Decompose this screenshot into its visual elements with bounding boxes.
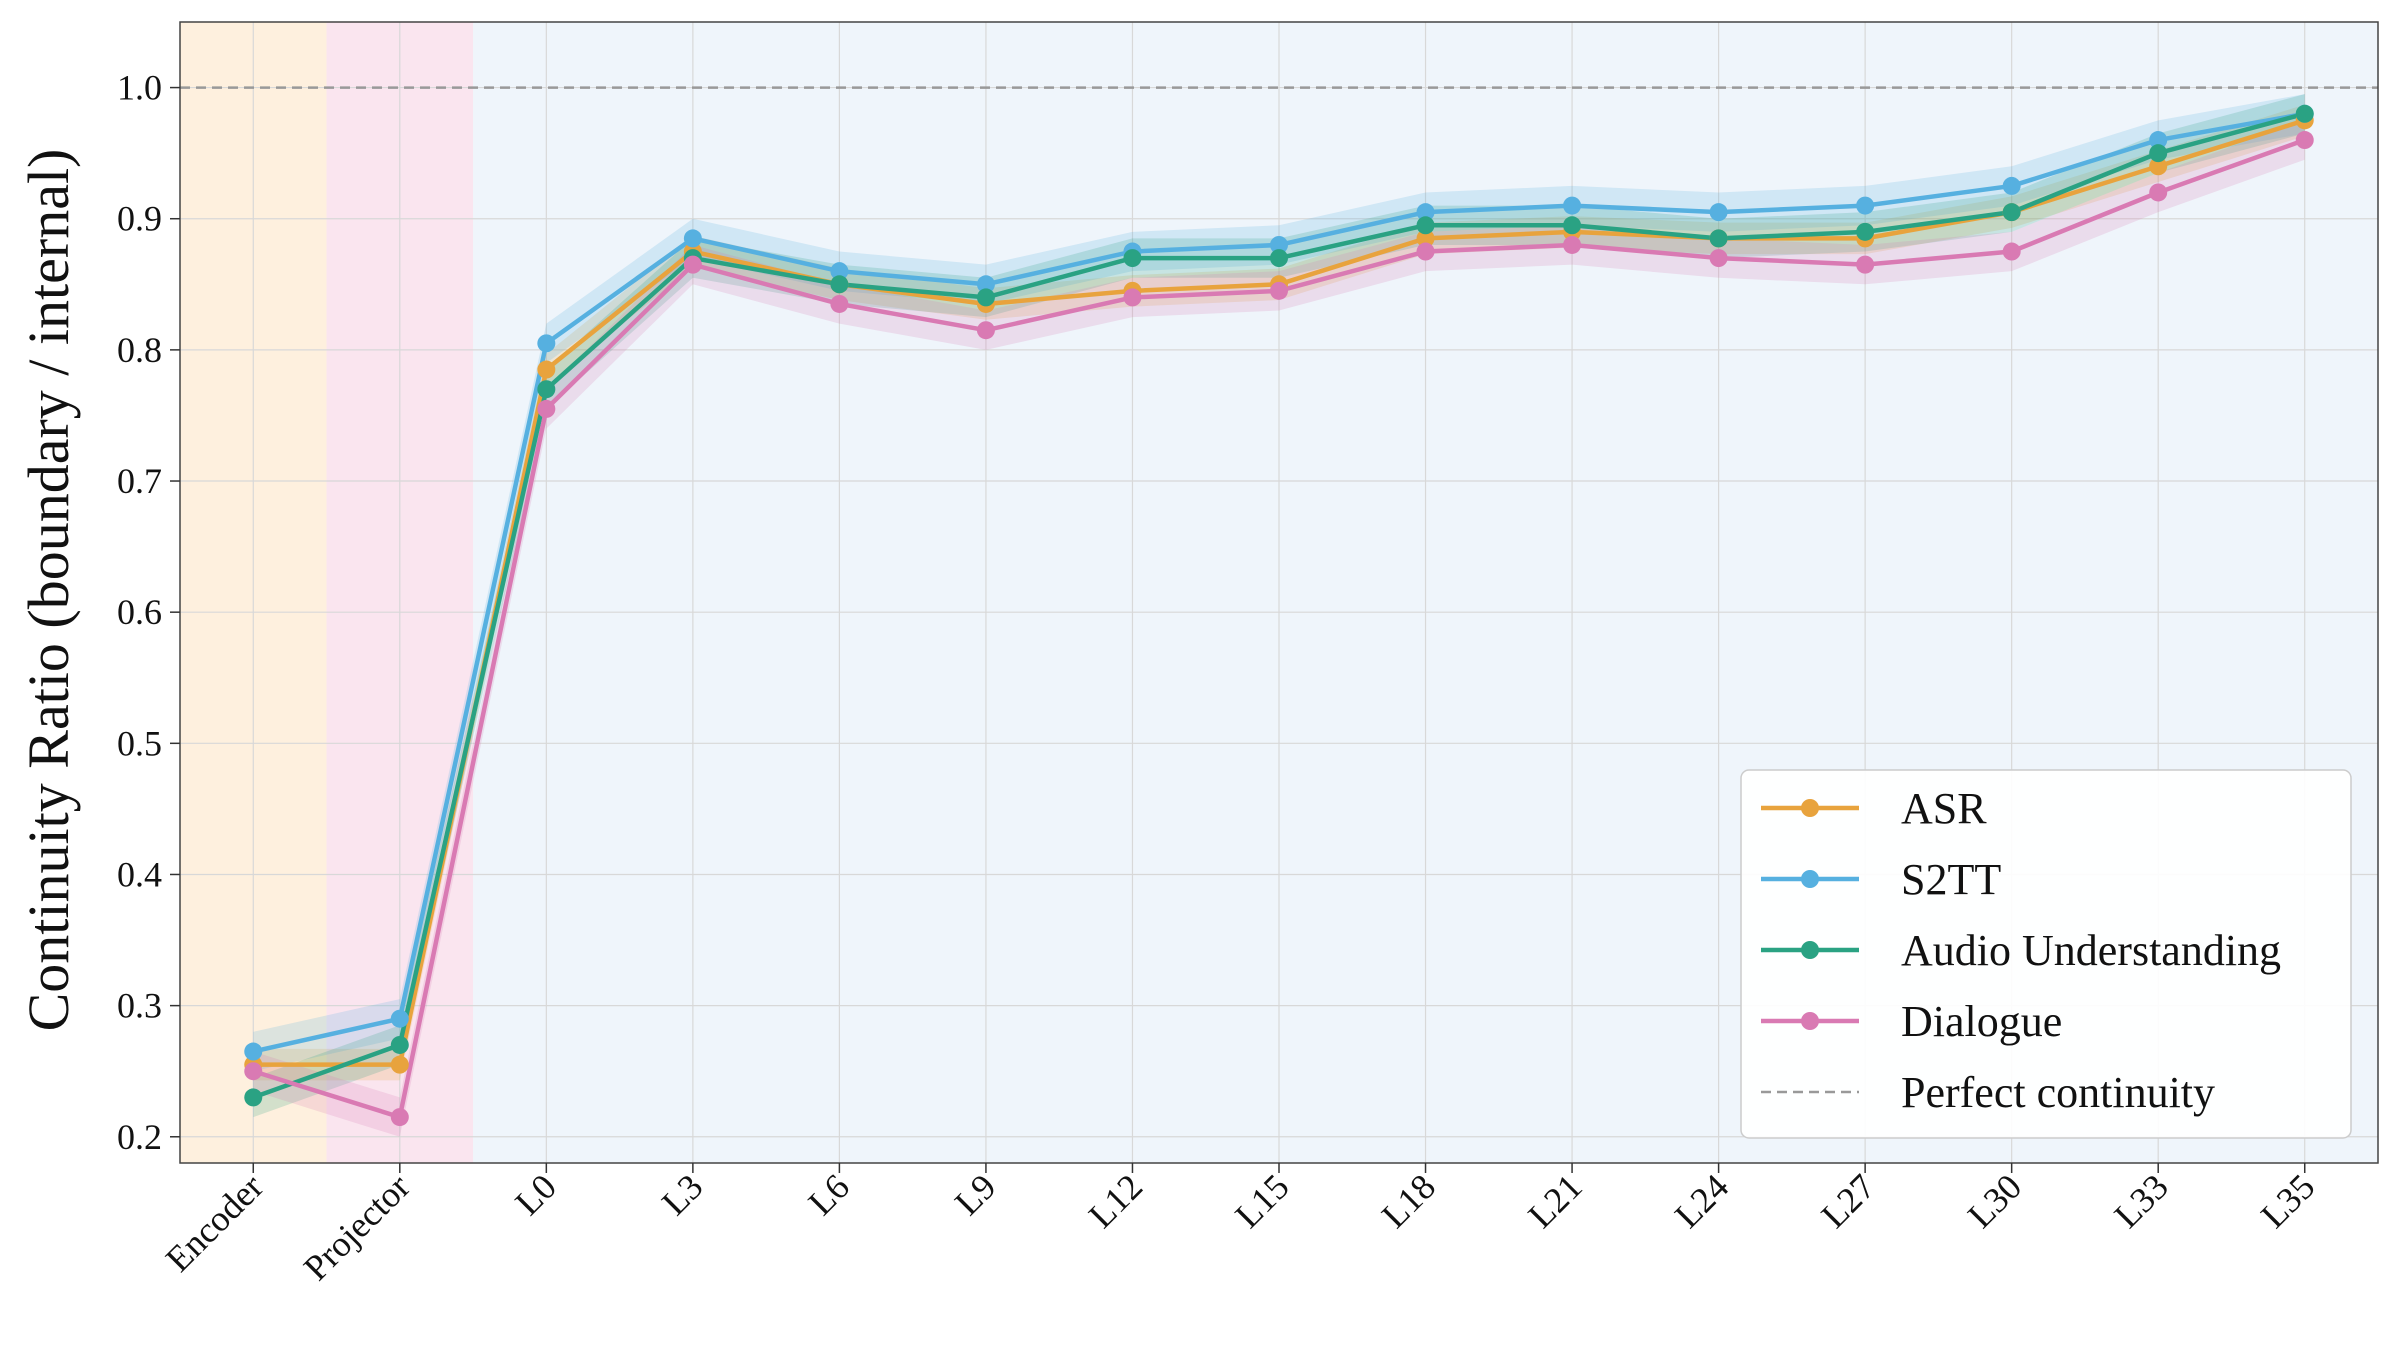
- y-tick-label: 0.6: [117, 592, 162, 632]
- legend-label-asr: ASR: [1901, 784, 1987, 833]
- data-point-dialogue-l6: [830, 294, 849, 313]
- y-tick-label: 0.3: [117, 986, 162, 1026]
- x-tick-label: L15: [1227, 1166, 1296, 1235]
- legend-marker-audio-understanding: [1801, 941, 1819, 959]
- data-point-audio-understanding-encoder: [244, 1088, 263, 1107]
- data-point-s2tt-l15: [1270, 235, 1288, 254]
- data-point-s2tt-l18: [1416, 203, 1435, 222]
- data-point-audio-understanding-l30: [2002, 203, 2021, 222]
- data-point-dialogue-l15: [1270, 281, 1288, 300]
- y-axis-title: Continuity Ratio (boundary / internal): [16, 149, 81, 1032]
- legend-label-perfect-continuity: Perfect continuity: [1901, 1068, 2215, 1117]
- y-tick-label: 0.7: [117, 461, 162, 501]
- data-point-s2tt-l21: [1563, 196, 1582, 215]
- data-point-audio-understanding-l27: [1856, 222, 1875, 241]
- data-point-dialogue-l27: [1856, 255, 1875, 274]
- data-point-s2tt-projector: [390, 1009, 409, 1028]
- legend-label-s2tt: S2TT: [1901, 855, 2001, 904]
- data-point-audio-understanding-l15: [1270, 249, 1288, 268]
- x-tick-label: L27: [1813, 1166, 1882, 1235]
- data-point-audio-understanding-l18: [1416, 216, 1435, 235]
- legend-marker-s2tt: [1801, 870, 1819, 888]
- x-tick-label: L6: [800, 1166, 857, 1223]
- y-tick-label: 0.5: [117, 723, 162, 763]
- data-point-asr-l0: [537, 360, 556, 379]
- legend: ASR S2TT Audio Understanding Dialogue Perfec…: [1740, 769, 2352, 1139]
- data-point-dialogue-l3: [683, 255, 702, 274]
- data-point-dialogue-l21: [1563, 235, 1582, 254]
- x-tick-label: Projector: [296, 1166, 418, 1288]
- legend-box: [1740, 769, 2352, 1139]
- x-tick-label: L0: [507, 1166, 564, 1223]
- y-tick-label: 0.8: [117, 330, 162, 370]
- data-point-dialogue-l18: [1416, 242, 1435, 261]
- data-point-dialogue-l9: [976, 321, 995, 340]
- x-tick-label: L18: [1374, 1166, 1443, 1235]
- x-tick-label: L9: [947, 1166, 1004, 1223]
- x-tick-label: L35: [2253, 1166, 2322, 1235]
- data-point-s2tt-encoder: [244, 1042, 263, 1061]
- x-tick-label: L21: [1520, 1166, 1589, 1235]
- x-tick-label: L3: [654, 1166, 711, 1223]
- data-point-s2tt-l30: [2002, 176, 2021, 195]
- data-point-s2tt-l9: [976, 275, 995, 294]
- x-tick-label: Encoder: [158, 1166, 271, 1279]
- data-point-asr-projector: [390, 1055, 409, 1074]
- data-point-audio-understanding-projector: [390, 1035, 409, 1054]
- data-point-audio-understanding-l9: [976, 288, 995, 307]
- legend-label-audio-understanding: Audio Understanding: [1901, 926, 2281, 975]
- legend-label-dialogue: Dialogue: [1901, 997, 2062, 1046]
- data-point-audio-understanding-l12: [1123, 249, 1142, 268]
- x-tick-label: L30: [1960, 1166, 2029, 1235]
- x-tick-label: L33: [2107, 1166, 2176, 1235]
- data-point-audio-understanding-l21: [1563, 216, 1582, 235]
- data-point-s2tt-l27: [1856, 196, 1875, 215]
- data-point-dialogue-l24: [1709, 249, 1728, 268]
- y-tick-label: 0.4: [117, 854, 162, 894]
- band-dialogue: [253, 120, 2305, 1137]
- legend-marker-asr: [1801, 799, 1819, 817]
- data-point-s2tt-l6: [830, 262, 849, 281]
- data-point-asr-l33: [2149, 157, 2168, 176]
- y-tick-label: 1.0: [117, 68, 162, 108]
- data-point-dialogue-l0: [537, 399, 556, 418]
- y-tick-label: 0.2: [117, 1117, 162, 1157]
- data-point-asr-l18: [1416, 229, 1435, 248]
- y-tick-label: 0.9: [117, 199, 162, 239]
- data-point-audio-understanding-l6: [830, 275, 849, 294]
- x-tick-label: L12: [1081, 1166, 1150, 1235]
- data-point-s2tt-l33: [2149, 131, 2168, 150]
- data-point-audio-understanding-l35: [2295, 104, 2314, 123]
- data-point-audio-understanding-l0: [537, 380, 556, 399]
- data-point-s2tt-l3: [683, 229, 702, 248]
- x-tick-label: L24: [1667, 1166, 1736, 1235]
- data-point-dialogue-l12: [1123, 288, 1142, 307]
- data-point-audio-understanding-l33: [2149, 144, 2168, 163]
- data-point-s2tt-l24: [1709, 203, 1728, 222]
- data-point-dialogue-l30: [2002, 242, 2021, 261]
- data-point-dialogue-l35: [2295, 131, 2314, 150]
- data-point-audio-understanding-l24: [1709, 229, 1728, 248]
- legend-marker-dialogue: [1801, 1012, 1819, 1030]
- data-point-dialogue-l33: [2149, 183, 2168, 202]
- data-point-s2tt-l0: [537, 334, 556, 353]
- data-point-dialogue-projector: [390, 1108, 409, 1127]
- data-point-dialogue-encoder: [244, 1062, 263, 1081]
